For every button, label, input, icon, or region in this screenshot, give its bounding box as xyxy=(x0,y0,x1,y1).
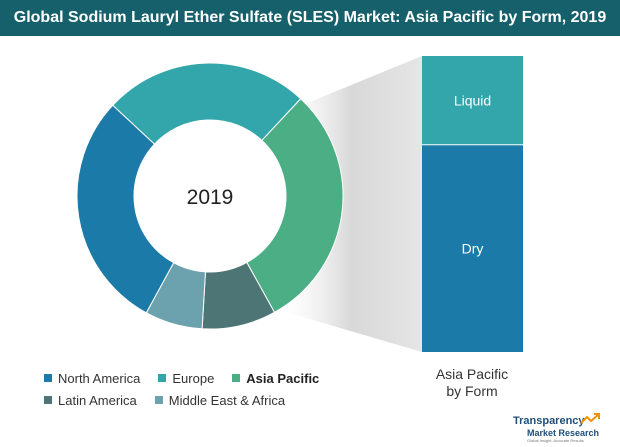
bar-segment-label: Dry xyxy=(462,240,484,256)
legend-swatch xyxy=(232,374,241,382)
company-logo: Transparency Market Research Global Insi… xyxy=(513,413,613,443)
bar-caption-line: by Form xyxy=(446,383,498,399)
legend-row: North America Europe Asia Pacific xyxy=(44,367,404,389)
legend-swatch xyxy=(154,396,163,404)
legend-label: Middle East & Africa xyxy=(168,392,286,408)
legend-item: Middle East & Africa xyxy=(154,392,286,408)
bar-caption-line: Asia Pacific xyxy=(435,366,509,382)
bar-segment-liquid xyxy=(422,56,523,145)
logo-line-3: Global Insight. Accurate Results xyxy=(527,438,584,443)
stacked-bar-chart: Dry Liquid xyxy=(422,56,523,352)
legend-item: North America xyxy=(44,371,140,386)
donut-center-label: 2019 xyxy=(187,186,234,209)
chart-title: Global Sodium Lauryl Ether Sulfate (SLES… xyxy=(13,9,607,26)
legend-item: Latin America xyxy=(44,393,137,408)
bar-segment-dry xyxy=(422,144,523,352)
title-bar: Global Sodium Lauryl Ether Sulfate (SLES… xyxy=(0,0,620,36)
donut-slice-asia-pacific xyxy=(246,98,344,314)
legend-label: Latin America xyxy=(58,392,137,408)
legend-label: Asia Pacific xyxy=(246,370,320,386)
legend-swatch xyxy=(44,374,52,382)
legend: North America Europe Asia Pacific Latin Ame… xyxy=(44,367,404,411)
legend-item: Europe xyxy=(158,371,214,386)
donut-slice-europe xyxy=(112,62,302,145)
legend-row: Latin America Middle East & Africa xyxy=(44,389,404,411)
bar-segment-label: Liquid xyxy=(454,92,491,108)
legend-item: Asia Pacific xyxy=(232,371,319,386)
donut-slice-north-america xyxy=(76,104,175,314)
logo-line-1: Transparency xyxy=(513,415,585,427)
legend-label: Europe xyxy=(172,370,215,386)
bar-caption: Asia Pacific by Form xyxy=(420,366,524,400)
legend-swatch xyxy=(44,396,52,404)
logo-mark-icon xyxy=(580,413,600,424)
legend-swatch xyxy=(158,374,167,382)
legend-label: North America xyxy=(58,370,141,386)
donut-chart: 2019 xyxy=(76,62,344,330)
logo-line-2: Market Research xyxy=(527,428,600,438)
